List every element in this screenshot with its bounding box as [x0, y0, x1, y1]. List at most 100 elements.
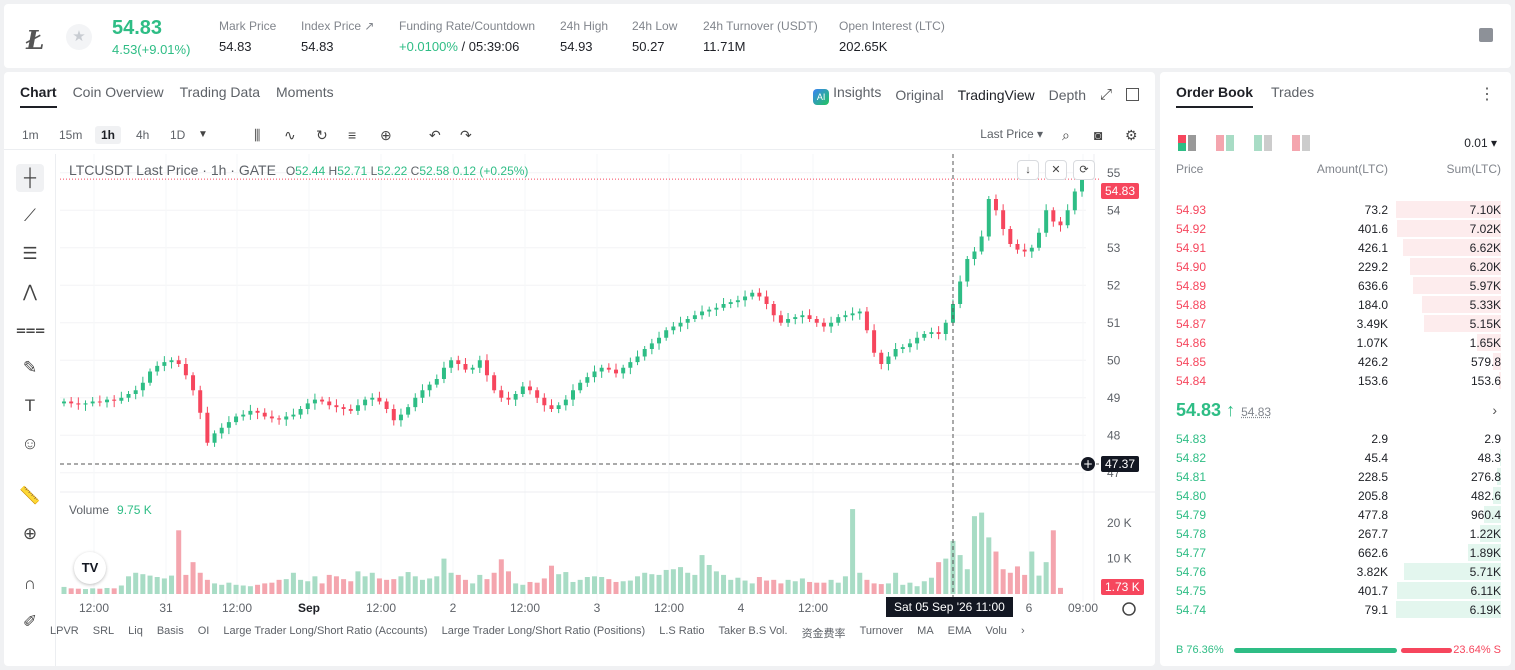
asks-row[interactable]: 54.89 636.6 5.97K	[1160, 276, 1511, 295]
template-icon[interactable]: ≡	[348, 127, 357, 143]
bids-row[interactable]: 54.76 3.82K 5.71K	[1160, 562, 1511, 581]
bids-row[interactable]: 54.81 228.5 276.8	[1160, 467, 1511, 486]
bids-row[interactable]: 54.83 2.9 2.9	[1160, 429, 1511, 448]
insights-button[interactable]: AI Insights	[813, 84, 881, 105]
more-icon[interactable]: ⋮	[1479, 86, 1495, 103]
indicator-item[interactable]: Large Trader Long/Short Ratio (Positions…	[441, 625, 646, 637]
timeframe-15m[interactable]: 15m	[59, 128, 83, 142]
asks-row[interactable]: 54.92 401.6 7.02K	[1160, 219, 1511, 238]
crosshair-tool-icon[interactable]: ┼	[16, 164, 44, 192]
magnet-tool-icon[interactable]: ∩	[23, 574, 37, 593]
tab-trades[interactable]: Trades	[1271, 84, 1315, 100]
gear-icon[interactable]: ⚙	[1125, 127, 1138, 143]
timeframe-1m[interactable]: 1m	[22, 128, 39, 142]
indicator-icon[interactable]: ∿	[284, 127, 296, 143]
indicator-item[interactable]: EMA	[947, 625, 972, 637]
mid-price[interactable]: 54.83 ↑ 54.83	[1176, 400, 1272, 420]
asks-row[interactable]: 54.90 229.2 6.20K	[1160, 257, 1511, 276]
indicator-item[interactable]: Liq	[128, 625, 143, 637]
chevron-right-icon[interactable]: ›	[1020, 625, 1025, 637]
precision-select[interactable]: 0.01 ▾	[1464, 136, 1497, 150]
price-source-select[interactable]: Last Price ▾	[980, 127, 1043, 141]
trendline-tool-icon[interactable]: ⟋	[24, 206, 36, 225]
bids-row[interactable]: 54.79 477.8 960.4	[1160, 505, 1511, 524]
reset-icon[interactable]: ⟳	[1073, 160, 1095, 180]
redo-icon[interactable]: ↷	[460, 127, 472, 143]
candle-type-icon[interactable]: ⫼	[254, 127, 261, 143]
indicator-item[interactable]: Volu	[985, 625, 1007, 637]
asks-row[interactable]: 54.87 3.49K 5.15K	[1160, 314, 1511, 333]
fib-tool-icon[interactable]: ⩶	[16, 320, 46, 339]
tab-order-book[interactable]: Order Book	[1176, 84, 1254, 108]
collapse-icon[interactable]: ✕	[1045, 160, 1067, 180]
tab-moments[interactable]: Moments	[276, 84, 334, 100]
book-icon[interactable]	[1479, 28, 1493, 42]
asks-row[interactable]: 54.88 184.0 5.33K	[1160, 295, 1511, 314]
favorite-star-icon[interactable]: ★	[66, 24, 92, 50]
candle	[355, 405, 360, 411]
pattern-tool-icon[interactable]: ⋀	[23, 282, 37, 301]
indicator-item[interactable]: Taker B.S Vol.	[718, 625, 788, 637]
timeframe-1h[interactable]: 1h	[95, 126, 122, 144]
asks-row[interactable]: 54.91 426.1 6.62K	[1160, 238, 1511, 257]
bids-amount: 401.7	[1357, 584, 1388, 598]
stat-index-price[interactable]: Index Price ↗ 54.83	[301, 19, 375, 54]
expand-icon[interactable]: ⤢	[1099, 86, 1112, 103]
asks-row[interactable]: 54.85 426.2 579.8	[1160, 352, 1511, 371]
ruler-tool-icon[interactable]: 📏	[19, 486, 41, 505]
undo-icon[interactable]: ↶	[429, 127, 441, 143]
indicator-item[interactable]: SRL	[92, 625, 115, 637]
indicator-item[interactable]: L.S Ratio	[659, 625, 705, 637]
bids-price: 54.78	[1176, 527, 1207, 541]
bids-row[interactable]: 54.82 45.4 48.3	[1160, 448, 1511, 467]
fullscreen-icon[interactable]	[1126, 88, 1139, 101]
indicator-item[interactable]: MA	[917, 625, 934, 637]
asks-row[interactable]: 54.86 1.07K 1.65K	[1160, 333, 1511, 352]
horizontal-lines-tool-icon[interactable]: ☰	[22, 244, 38, 263]
view-original[interactable]: Original	[895, 86, 944, 103]
indicator-item[interactable]: 资金费率	[801, 628, 846, 640]
scroll-down-icon[interactable]: ↓	[1017, 160, 1039, 180]
candle	[614, 369, 619, 374]
bids-row[interactable]: 54.75 401.7 6.11K	[1160, 581, 1511, 600]
text-tool-icon[interactable]: T	[24, 396, 36, 415]
layout-bids-icon[interactable]	[1254, 135, 1272, 151]
view-tradingview[interactable]: TradingView	[957, 86, 1035, 103]
emoji-tool-icon[interactable]: ☺	[21, 434, 39, 453]
brush-tool-icon[interactable]: ✎	[22, 358, 38, 377]
volume-bar	[491, 572, 497, 594]
asks-amount: 184.0	[1357, 298, 1388, 312]
asks-row[interactable]: 54.84 153.6 153.6	[1160, 371, 1511, 390]
tab-chart[interactable]: Chart	[20, 84, 57, 108]
tab-trading-data[interactable]: Trading Data	[179, 84, 261, 100]
bids-row[interactable]: 54.77 662.6 1.89K	[1160, 543, 1511, 562]
tradingview-logo-icon[interactable]: TV	[74, 552, 106, 584]
indicator-item[interactable]: LPVR	[50, 625, 79, 637]
timeframe-1d[interactable]: 1D	[170, 128, 186, 142]
camera-icon[interactable]: ◙	[1094, 127, 1103, 143]
y-tick-label: 51	[1107, 316, 1121, 330]
view-depth[interactable]: Depth	[1048, 86, 1086, 103]
indicator-item[interactable]: Basis	[156, 625, 184, 637]
tab-coin-overview[interactable]: Coin Overview	[72, 84, 164, 100]
indicator-item[interactable]: OI	[197, 625, 210, 637]
indicator-item[interactable]: Turnover	[859, 625, 904, 637]
add-indicator-icon[interactable]: ⊕	[380, 127, 392, 143]
volume-bar	[398, 576, 404, 594]
timeframe-dropdown-icon[interactable]: ▼	[198, 129, 208, 140]
layout-asks-icon[interactable]	[1216, 135, 1234, 151]
indicator-item[interactable]: Large Trader Long/Short Ratio (Accounts)	[223, 625, 428, 637]
layout-asks-only-icon[interactable]	[1292, 135, 1310, 151]
timeframe-4h[interactable]: 4h	[136, 128, 150, 142]
lock-draw-tool-icon[interactable]: ✐	[22, 612, 38, 631]
zoom-tool-icon[interactable]: ⊕	[22, 524, 38, 543]
chevron-right-icon[interactable]: ›	[1492, 402, 1497, 418]
layout-both-icon[interactable]	[1178, 135, 1196, 151]
asks-row[interactable]: 54.93 73.2 7.10K	[1160, 200, 1511, 219]
bids-row[interactable]: 54.74 79.1 6.19K	[1160, 600, 1511, 619]
bids-row[interactable]: 54.80 205.8 482.6	[1160, 486, 1511, 505]
search-icon[interactable]: ⌕	[1062, 127, 1070, 143]
bids-row[interactable]: 54.78 267.7 1.22K	[1160, 524, 1511, 543]
replay-icon[interactable]: ↻	[316, 127, 328, 143]
